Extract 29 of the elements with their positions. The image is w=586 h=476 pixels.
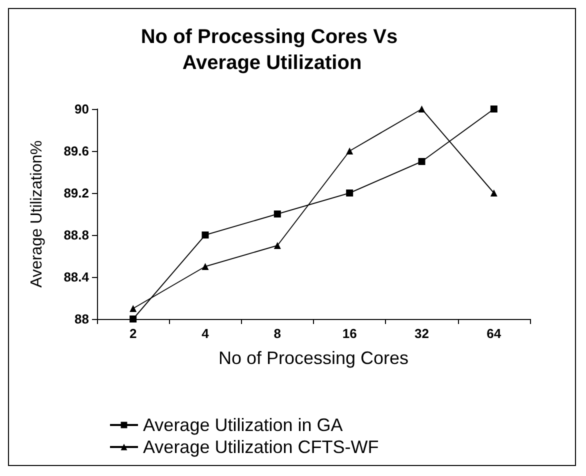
x-tick-label: 4 [202, 326, 210, 341]
x-tick-label: 16 [342, 326, 357, 341]
y-tick-label: 89.2 [64, 186, 89, 200]
x-axis-title: No of Processing Cores [218, 348, 409, 368]
x-tick-label: 32 [414, 326, 429, 341]
x-tick-label: 64 [486, 326, 502, 341]
point [130, 316, 137, 322]
point [490, 190, 498, 196]
point [274, 242, 281, 249]
point [418, 158, 426, 165]
y-tick-label: 88.8 [64, 228, 89, 242]
legend-label: Average Utilization CFTS-WF [143, 437, 379, 457]
point [202, 263, 209, 270]
y-tick-label: 90 [74, 102, 89, 116]
x-tick-label: 8 [274, 326, 282, 341]
y-tick-label: 88 [74, 312, 89, 326]
point [202, 232, 209, 238]
point [130, 305, 137, 312]
chart-title: No of Processing Cores Vs Average Utilization [140, 26, 404, 74]
y-tick-label: 89.6 [64, 144, 89, 158]
x-tick-label: 2 [129, 326, 137, 341]
y-tick-label: 88.4 [64, 270, 90, 284]
point [346, 148, 354, 154]
point [490, 106, 498, 112]
point [418, 106, 426, 112]
y-axis-title: Average Utilization% [28, 140, 46, 288]
point [346, 190, 354, 196]
legend-label: Average Utilization in GA [143, 415, 343, 435]
point [274, 210, 281, 218]
